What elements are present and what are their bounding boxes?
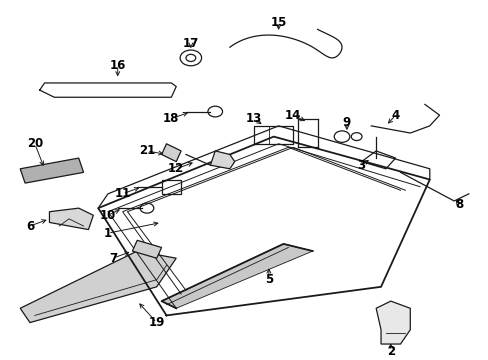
Text: 5: 5 bbox=[264, 273, 272, 286]
Text: 14: 14 bbox=[285, 109, 301, 122]
Text: 19: 19 bbox=[148, 316, 164, 329]
Text: 3: 3 bbox=[357, 159, 365, 172]
Polygon shape bbox=[161, 244, 312, 308]
Text: 17: 17 bbox=[183, 37, 199, 50]
Text: 4: 4 bbox=[391, 109, 399, 122]
Text: 1: 1 bbox=[103, 227, 112, 240]
Polygon shape bbox=[375, 301, 409, 344]
Text: 9: 9 bbox=[342, 116, 350, 129]
Text: 11: 11 bbox=[114, 187, 130, 200]
Polygon shape bbox=[210, 151, 234, 169]
Polygon shape bbox=[20, 251, 176, 323]
Polygon shape bbox=[20, 158, 83, 183]
Polygon shape bbox=[49, 208, 93, 230]
Text: 8: 8 bbox=[454, 198, 462, 211]
Polygon shape bbox=[161, 144, 181, 162]
Text: 12: 12 bbox=[168, 162, 184, 175]
Text: 6: 6 bbox=[26, 220, 34, 233]
Text: 13: 13 bbox=[245, 112, 262, 125]
Text: 21: 21 bbox=[139, 144, 155, 157]
Text: 2: 2 bbox=[386, 345, 394, 358]
Polygon shape bbox=[132, 240, 161, 258]
Text: 10: 10 bbox=[100, 209, 116, 222]
Text: 20: 20 bbox=[27, 137, 43, 150]
Text: 18: 18 bbox=[163, 112, 179, 125]
Text: 15: 15 bbox=[270, 15, 286, 29]
Bar bbox=[161, 180, 181, 194]
Text: 7: 7 bbox=[108, 252, 117, 265]
Text: 16: 16 bbox=[109, 59, 125, 72]
